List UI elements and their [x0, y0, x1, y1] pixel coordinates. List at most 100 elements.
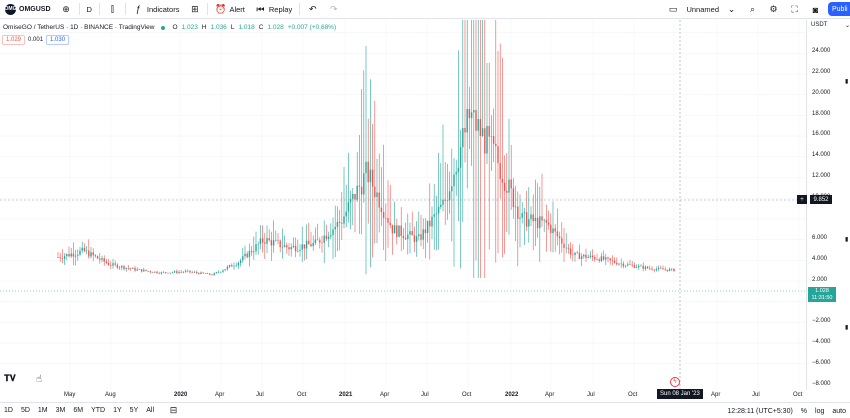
candle-body	[521, 213, 523, 218]
side-scroll-icon: ▮	[845, 237, 849, 243]
candle-body	[605, 257, 607, 260]
percent-toggle[interactable]: %	[800, 407, 808, 415]
candle-body	[70, 253, 72, 257]
fullscreen-button[interactable]: ⛶	[784, 0, 805, 19]
interval-button[interactable]: D	[82, 0, 97, 19]
range-button-1y[interactable]: 1Y	[113, 407, 122, 414]
alert-button[interactable]: ⏰ Alert	[210, 0, 249, 19]
sell-button[interactable]: 1.029	[2, 35, 26, 45]
currency-label[interactable]: USDT	[811, 22, 828, 28]
candle-body	[99, 258, 101, 260]
time-tick-label: Oct	[628, 392, 638, 398]
candle-body	[649, 268, 651, 269]
dropdown-icon: ⌄	[845, 23, 850, 29]
time-tick-label: Oct	[297, 392, 307, 398]
crosshair-plus-icon[interactable]: +	[797, 195, 807, 204]
compare-button[interactable]: ⊕	[56, 0, 77, 19]
range-button-1m[interactable]: 1M	[37, 407, 48, 414]
candle-body	[569, 248, 572, 255]
candle-body	[125, 267, 127, 270]
candle-body	[407, 234, 409, 240]
buy-button[interactable]: 1.030	[46, 35, 70, 45]
date-range-icon[interactable]: ⊟	[169, 405, 178, 415]
candle-body	[244, 253, 246, 257]
snapshot-button[interactable]: ◙	[805, 0, 826, 19]
camera-icon: ◙	[812, 4, 819, 15]
candle-body	[479, 118, 482, 136]
lightning-event-icon[interactable]: ϟ	[670, 377, 680, 387]
candle-body	[147, 270, 149, 272]
replay-button[interactable]: ⏮ Replay	[250, 0, 297, 19]
candle-body	[253, 251, 255, 253]
candle-body	[640, 265, 642, 267]
time-tick-label: May	[64, 392, 76, 398]
price-tick-label: −6.000	[812, 360, 831, 366]
chart-type-button[interactable]: ⫿	[102, 0, 123, 19]
clock-label[interactable]: 12:28:11 (UTC+5:30)	[727, 407, 793, 415]
log-toggle[interactable]: log	[815, 407, 825, 415]
layout-square-icon: ▭	[668, 4, 678, 14]
candle-body	[468, 108, 471, 119]
time-tick-label: Oct	[462, 392, 472, 398]
alert-label: Alert	[229, 4, 245, 14]
range-button-5y[interactable]: 5Y	[129, 407, 139, 414]
candle-body	[591, 255, 594, 258]
candle-body	[396, 225, 398, 237]
high-value: 1.036	[210, 24, 227, 31]
range-button-3m[interactable]: 3M	[55, 407, 66, 414]
open-value: 1.023	[181, 24, 198, 31]
candle-body	[629, 264, 631, 265]
tradingview-logo-icon[interactable]: 𝐓𝐕	[4, 373, 16, 383]
candle-body	[517, 206, 519, 219]
candle-body	[209, 273, 211, 275]
range-button-1d[interactable]: 1D	[4, 407, 13, 414]
candle-body	[286, 245, 288, 248]
price-axis[interactable]	[806, 20, 850, 390]
candle-body	[290, 247, 292, 250]
price-tick-label: 16.000	[812, 131, 831, 137]
candle-body	[248, 250, 251, 258]
redo-button[interactable]: ↷	[323, 0, 344, 19]
indicators-button[interactable]: ƒ Indicators	[128, 0, 185, 19]
candle-body	[231, 265, 233, 267]
symbol-search[interactable]: OMG OMGUSD	[0, 0, 56, 19]
low-value: 1.018	[238, 24, 255, 31]
undo-icon: ↶	[308, 3, 317, 14]
candle-body	[140, 269, 143, 272]
candle-body	[193, 272, 196, 273]
undo-button[interactable]: ↶	[302, 0, 323, 19]
candle-body	[642, 265, 644, 269]
chart-canvas[interactable]	[0, 20, 806, 390]
candle-body	[574, 252, 576, 256]
side-scroll-icon: ▮	[845, 79, 849, 85]
range-button-ytd[interactable]: YTD	[91, 407, 106, 414]
candle-body	[314, 239, 317, 243]
candle-body	[167, 272, 169, 274]
range-button-all[interactable]: All	[146, 407, 155, 414]
legend-title[interactable]: OmiseGO / TetherUS · 1D · BINANCE · Trad…	[3, 24, 155, 31]
range-button-6m[interactable]: 6M	[73, 407, 84, 414]
candle-body	[90, 252, 92, 257]
layout-button[interactable]: ▭ Unnamed ⌄	[662, 0, 742, 19]
candle-body	[528, 219, 530, 227]
candle-body	[281, 246, 284, 248]
candle-body	[171, 272, 174, 273]
candle-body	[206, 273, 209, 275]
time-tick-label: Jul	[587, 392, 595, 398]
quick-search-button[interactable]: ⌕	[742, 0, 763, 19]
gridlines	[0, 20, 806, 390]
templates-button[interactable]: ⊞	[184, 0, 205, 19]
publish-button[interactable]: Publi	[828, 2, 850, 16]
candle-body	[550, 224, 552, 234]
price-tick-label: −8.000	[812, 381, 831, 387]
candle-body	[657, 267, 660, 270]
candle-body	[57, 257, 59, 258]
candle-body	[662, 268, 664, 270]
candle-body	[415, 236, 418, 242]
price-tick-label: 22.000	[812, 69, 831, 75]
auto-toggle[interactable]: auto	[832, 407, 846, 415]
last-price-value: 1.028	[815, 288, 829, 294]
settings-button[interactable]: ⚙	[763, 0, 784, 19]
time-tick-label: Jul	[421, 392, 429, 398]
range-button-5d[interactable]: 5D	[20, 407, 30, 414]
